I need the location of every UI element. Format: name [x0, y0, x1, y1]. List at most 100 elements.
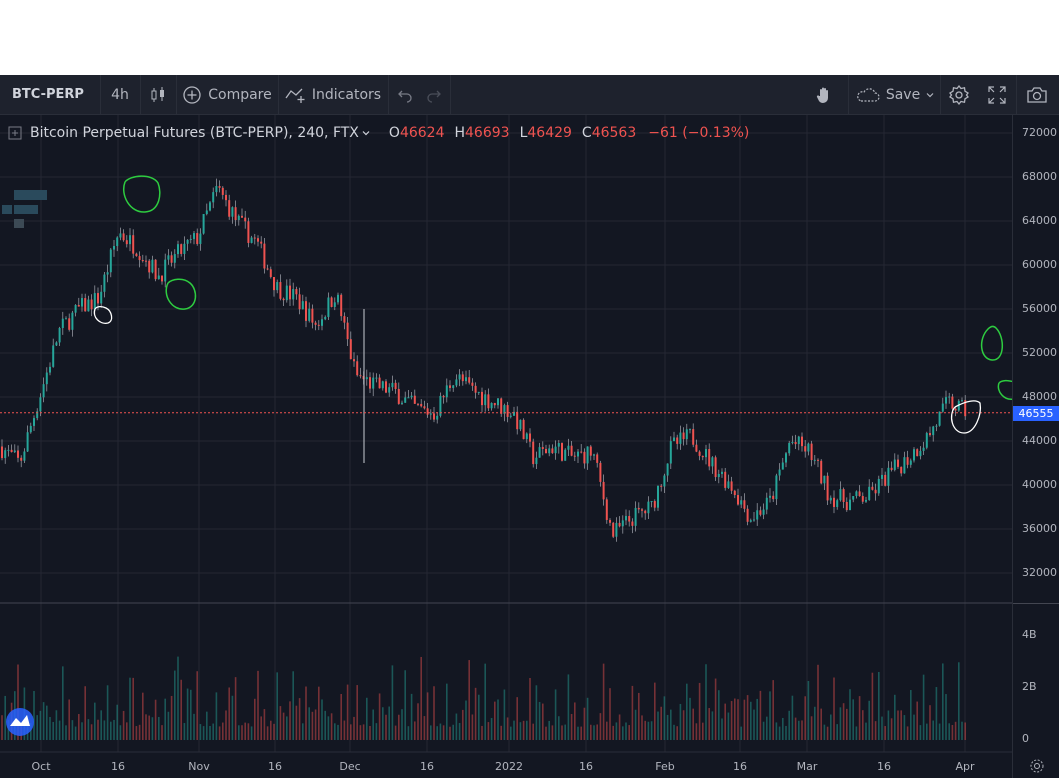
candle-body — [257, 238, 259, 242]
volume-bar — [305, 686, 307, 740]
volume-bar — [378, 693, 381, 740]
annotation-circle[interactable] — [93, 305, 113, 324]
volume-bar — [878, 671, 880, 740]
candle-body — [564, 449, 567, 461]
candle-body — [375, 377, 378, 379]
toolbar-separator — [1016, 75, 1017, 114]
price-axis[interactable]: 72000 68000 64000 60000 56000 52000 48000 44000… — [1012, 115, 1059, 778]
volume-bar — [702, 722, 704, 740]
candle-body — [951, 396, 954, 409]
volume-bar — [186, 688, 189, 740]
volume-bar — [641, 715, 643, 740]
volume-bar — [500, 725, 502, 740]
volume-bar — [849, 689, 851, 740]
axis-settings-icon[interactable] — [1029, 758, 1045, 774]
chevron-down-icon[interactable] — [361, 128, 371, 138]
candle-body — [337, 294, 339, 303]
candle-body — [100, 291, 103, 304]
annotation-circle[interactable] — [997, 379, 1022, 400]
candle-body — [964, 400, 967, 417]
volume-bar — [474, 687, 477, 740]
candle-body — [215, 186, 218, 193]
volume-bar — [382, 707, 384, 740]
candle-body — [657, 485, 659, 508]
candle-body — [954, 408, 957, 411]
settings-button[interactable] — [942, 75, 976, 114]
candle-body — [436, 415, 439, 420]
volume-bar — [650, 721, 653, 740]
candle-body — [797, 436, 800, 445]
price-axis-label: 56000 — [1022, 302, 1057, 315]
candle-body — [823, 475, 826, 484]
volume-bar — [772, 680, 774, 740]
redo-button[interactable] — [420, 75, 448, 114]
expand-legend-icon[interactable] — [8, 126, 22, 140]
candle-body — [916, 449, 919, 457]
close-key: C — [581, 125, 592, 141]
undo-button[interactable] — [390, 75, 420, 114]
volume-bar — [414, 721, 416, 740]
candle-body — [701, 455, 704, 458]
candle-body — [298, 294, 301, 310]
candle-body — [132, 235, 135, 254]
annotation-circle[interactable] — [123, 175, 161, 213]
volume-bar — [170, 695, 173, 740]
candle-body — [193, 233, 195, 239]
tradingview-app: BTC-PERP 4h Compare Indicators — [0, 75, 1059, 778]
chart-type-button[interactable] — [140, 75, 176, 114]
candle-body — [740, 500, 743, 505]
candle-body — [737, 495, 739, 505]
volume-bar — [631, 685, 634, 740]
annotation-circle[interactable] — [950, 400, 981, 434]
candle-body — [477, 391, 480, 393]
candle-body — [455, 379, 458, 386]
candle-body — [625, 516, 627, 521]
interval-button[interactable]: 4h — [111, 86, 129, 103]
volume-bar — [433, 686, 435, 740]
candle-body — [845, 501, 848, 511]
fullscreen-button[interactable] — [980, 75, 1014, 114]
annotation-circle[interactable] — [165, 278, 197, 310]
time-axis-label: Dec — [339, 760, 360, 773]
candle-body — [650, 501, 653, 503]
chevron-down-icon — [926, 92, 934, 97]
volume-bar — [644, 720, 646, 740]
candle-body — [497, 398, 499, 406]
chart-pane[interactable]: Oct 16 Nov 16 Dec 16 2022 16 Feb 16 Mar 16 Apr Bitco… — [0, 115, 1022, 778]
candle-body — [666, 463, 669, 476]
volume-bar — [7, 719, 10, 740]
candle-body — [97, 293, 99, 304]
volume-bar — [318, 686, 320, 740]
candle-body — [621, 520, 624, 527]
annotation-circle[interactable] — [980, 325, 1003, 361]
candle-body — [429, 413, 432, 415]
candle-body — [551, 448, 554, 454]
volume-bar — [321, 699, 323, 740]
volume-bar — [110, 721, 112, 740]
snapshot-button[interactable] — [1018, 75, 1056, 114]
candle-body — [138, 256, 141, 261]
low-key: L — [519, 125, 528, 141]
candle-body — [247, 221, 250, 243]
symbol-title[interactable]: Bitcoin Perpetual Futures (BTC-PERP), 24… — [30, 125, 359, 141]
candle-body — [717, 473, 720, 478]
candle-body — [250, 237, 253, 243]
chart-canvas[interactable]: Oct 16 Nov 16 Dec 16 2022 16 Feb 16 Mar 16 Apr — [0, 115, 1022, 778]
candle-body — [445, 385, 448, 398]
volume-bar — [449, 726, 451, 740]
volume-bar — [756, 698, 758, 740]
indicators-button[interactable]: Indicators — [278, 75, 388, 114]
compare-button[interactable]: Compare — [176, 75, 278, 114]
save-button[interactable]: Save — [850, 75, 940, 114]
candle-body — [77, 305, 80, 307]
volume-bar — [647, 721, 650, 740]
hand-tool-button[interactable] — [806, 75, 842, 114]
volume-bar — [522, 720, 525, 740]
volume-bar — [423, 716, 426, 740]
volume-bar — [113, 719, 115, 740]
candle-body — [433, 413, 435, 420]
volume-bar — [506, 717, 509, 740]
volume-bar — [759, 690, 762, 740]
candle-body — [618, 522, 621, 527]
symbol-button[interactable]: BTC-PERP — [12, 87, 84, 102]
